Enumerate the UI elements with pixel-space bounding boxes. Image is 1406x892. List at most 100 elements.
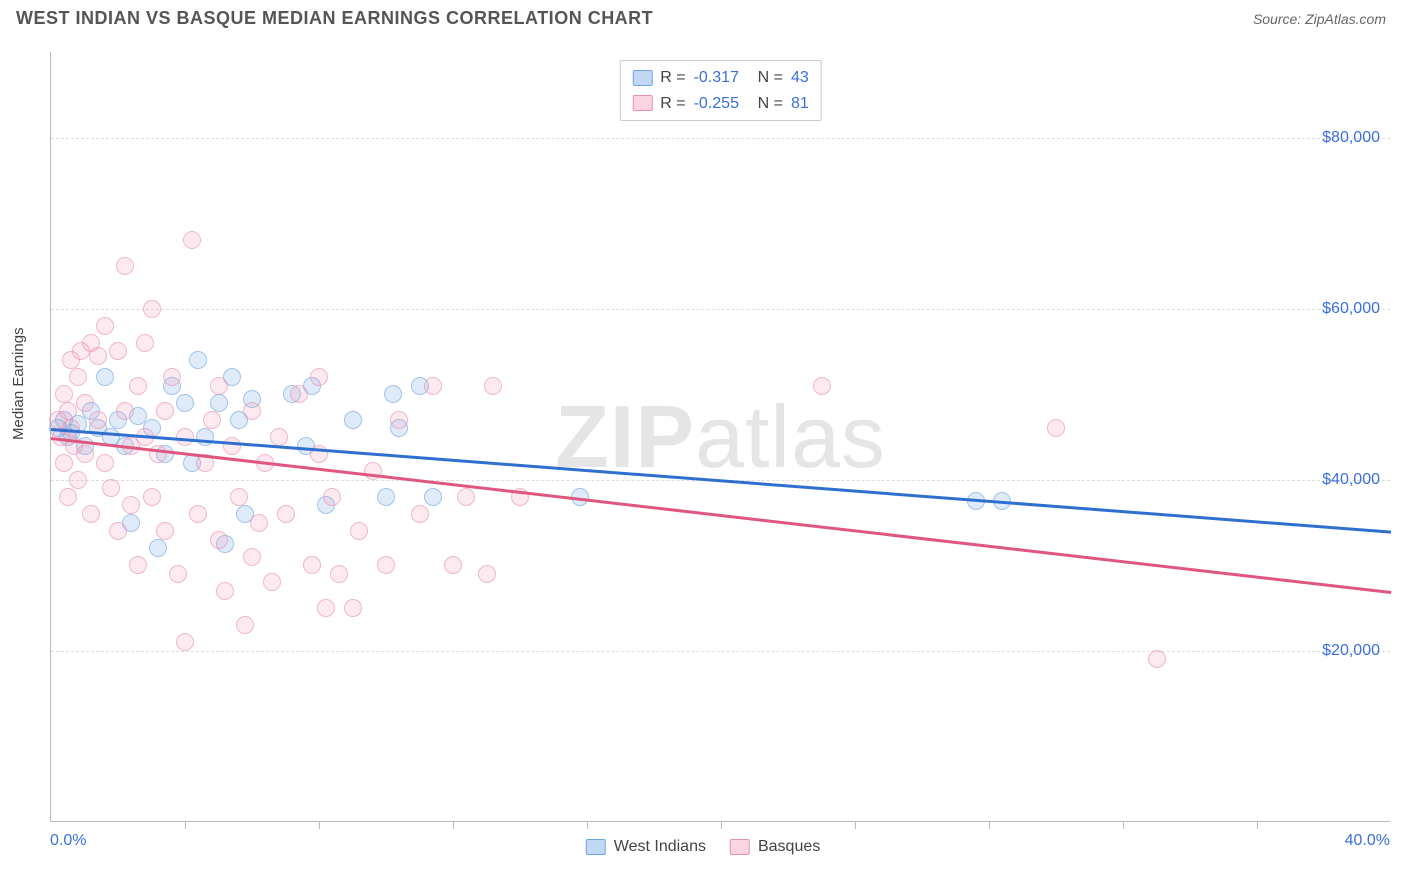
scatter-point-basques: [377, 556, 395, 574]
legend-label-blue: West Indians: [614, 838, 706, 856]
scatter-point-basques: [96, 454, 114, 472]
scatter-point-basques: [484, 377, 502, 395]
x-tick: [989, 821, 990, 829]
x-tick: [855, 821, 856, 829]
scatter-point-west_indians: [149, 539, 167, 557]
scatter-point-basques: [163, 368, 181, 386]
watermark-light: atlas: [695, 387, 886, 486]
scatter-point-basques: [277, 505, 295, 523]
scatter-point-basques: [96, 317, 114, 335]
scatter-point-basques: [243, 402, 261, 420]
scatter-point-basques: [189, 505, 207, 523]
correlation-legend: R = -0.317 N = 43 R = -0.255 N = 81: [619, 60, 821, 121]
scatter-point-basques: [330, 565, 348, 583]
scatter-point-basques: [243, 548, 261, 566]
scatter-point-west_indians: [377, 488, 395, 506]
scatter-point-west_indians: [189, 351, 207, 369]
scatter-point-basques: [1148, 650, 1166, 668]
scatter-point-basques: [310, 368, 328, 386]
legend-row-pink: R = -0.255 N = 81: [632, 91, 808, 117]
swatch-blue-icon: [586, 839, 606, 855]
scatter-point-basques: [270, 428, 288, 446]
scatter-point-west_indians: [424, 488, 442, 506]
y-axis-label: Median Earnings: [10, 327, 27, 440]
n-value-pink: 81: [791, 91, 809, 117]
grid-line: [51, 138, 1390, 139]
scatter-point-basques: [203, 411, 221, 429]
swatch-pink-icon: [632, 95, 652, 111]
scatter-point-basques: [76, 445, 94, 463]
scatter-point-basques: [156, 522, 174, 540]
scatter-point-basques: [59, 488, 77, 506]
legend-label-pink: Basques: [758, 838, 820, 856]
legend-item-blue: West Indians: [586, 838, 706, 856]
scatter-point-basques: [89, 411, 107, 429]
scatter-point-basques: [109, 522, 127, 540]
scatter-point-basques: [303, 556, 321, 574]
scatter-point-basques: [1047, 419, 1065, 437]
scatter-point-basques: [55, 454, 73, 472]
y-tick-label: $20,000: [1322, 642, 1380, 660]
scatter-point-basques: [169, 565, 187, 583]
scatter-point-basques: [156, 402, 174, 420]
x-tick: [319, 821, 320, 829]
scatter-point-west_indians: [176, 394, 194, 412]
scatter-point-basques: [210, 531, 228, 549]
x-tick: [185, 821, 186, 829]
scatter-chart: ZIPatlas R = -0.317 N = 43 R = -0.255 N …: [50, 52, 1390, 822]
scatter-point-basques: [457, 488, 475, 506]
scatter-point-basques: [444, 556, 462, 574]
scatter-point-basques: [116, 257, 134, 275]
x-axis-max-label: 40.0%: [1345, 832, 1390, 850]
chart-title: WEST INDIAN VS BASQUE MEDIAN EARNINGS CO…: [16, 8, 653, 29]
x-tick: [587, 821, 588, 829]
r-value-blue: -0.317: [694, 65, 750, 91]
scatter-point-basques: [216, 582, 234, 600]
n-label: N =: [758, 91, 783, 117]
scatter-point-west_indians: [196, 428, 214, 446]
n-label: N =: [758, 65, 783, 91]
legend-row-blue: R = -0.317 N = 43: [632, 65, 808, 91]
r-label: R =: [660, 65, 685, 91]
grid-line: [51, 309, 1390, 310]
scatter-point-basques: [250, 514, 268, 532]
scatter-point-basques: [59, 402, 77, 420]
y-tick-label: $60,000: [1322, 300, 1380, 318]
series-legend: West Indians Basques: [586, 838, 820, 856]
scatter-point-basques: [390, 411, 408, 429]
scatter-point-basques: [813, 377, 831, 395]
scatter-point-west_indians: [384, 385, 402, 403]
scatter-point-west_indians: [344, 411, 362, 429]
scatter-point-basques: [55, 385, 73, 403]
scatter-point-basques: [183, 231, 201, 249]
source-attribution: Source: ZipAtlas.com: [1253, 11, 1386, 27]
scatter-point-basques: [290, 385, 308, 403]
scatter-point-basques: [143, 300, 161, 318]
scatter-point-basques: [109, 342, 127, 360]
scatter-point-basques: [478, 565, 496, 583]
r-label: R =: [660, 91, 685, 117]
scatter-point-basques: [129, 556, 147, 574]
scatter-point-basques: [350, 522, 368, 540]
y-tick-label: $40,000: [1322, 471, 1380, 489]
scatter-point-basques: [122, 496, 140, 514]
swatch-blue-icon: [632, 70, 652, 86]
scatter-point-basques: [424, 377, 442, 395]
scatter-point-basques: [323, 488, 341, 506]
x-tick: [1123, 821, 1124, 829]
scatter-point-basques: [143, 488, 161, 506]
scatter-point-basques: [82, 505, 100, 523]
scatter-point-basques: [236, 616, 254, 634]
scatter-point-west_indians: [210, 394, 228, 412]
scatter-point-basques: [69, 471, 87, 489]
scatter-point-basques: [317, 599, 335, 617]
x-axis-min-label: 0.0%: [50, 832, 86, 850]
scatter-point-basques: [102, 479, 120, 497]
grid-line: [51, 651, 1390, 652]
x-tick: [1257, 821, 1258, 829]
scatter-point-basques: [129, 377, 147, 395]
scatter-point-basques: [89, 347, 107, 365]
swatch-pink-icon: [730, 839, 750, 855]
scatter-point-basques: [344, 599, 362, 617]
n-value-blue: 43: [791, 65, 809, 91]
